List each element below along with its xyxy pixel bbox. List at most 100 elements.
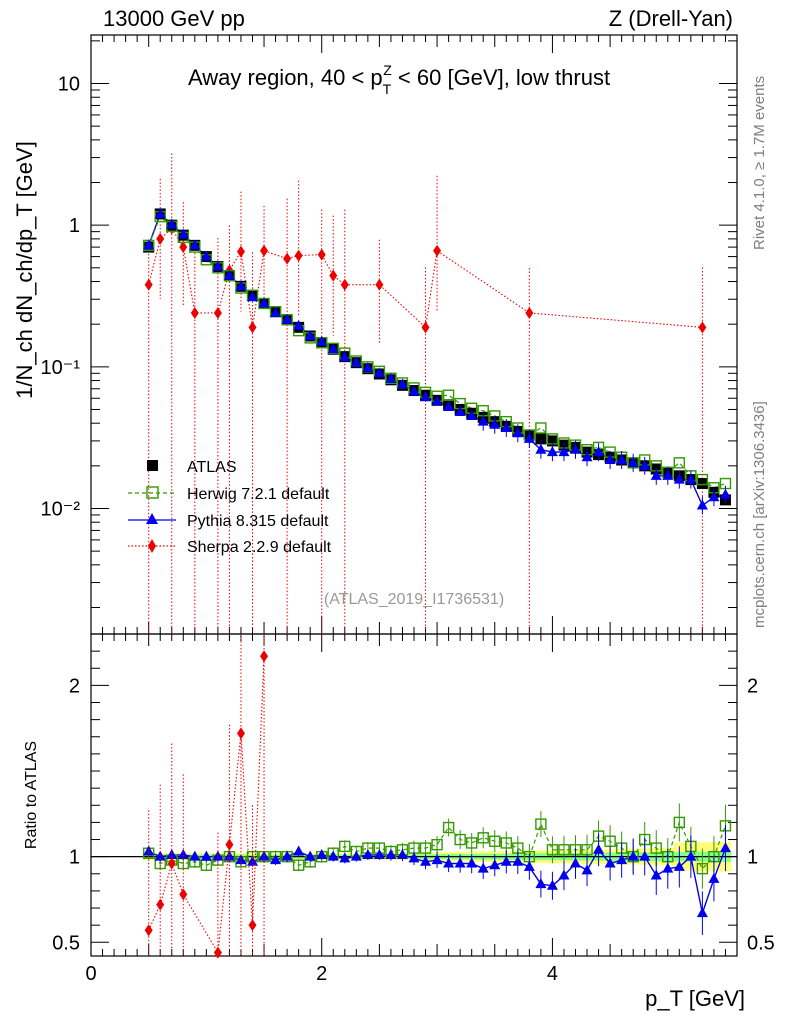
- pythia-point: [408, 385, 420, 396]
- y-tick-label-main: 1: [69, 215, 80, 237]
- sherpa-ratio-point: [248, 919, 257, 932]
- atlas-point: [696, 478, 708, 490]
- pythia-point: [327, 343, 339, 354]
- pythia-ratio-point: [362, 848, 374, 859]
- pythia-ratio-point: [500, 855, 512, 866]
- herwig-ratio-point: [431, 838, 443, 851]
- sherpa-point: [179, 241, 188, 254]
- region-title-sup: Z: [383, 62, 392, 78]
- herwig-ratio-point: [535, 818, 547, 830]
- pythia-point: [639, 459, 651, 470]
- pythia-point: [627, 456, 639, 467]
- pythia-point: [304, 330, 316, 341]
- sherpa-ratio-point: [213, 946, 222, 959]
- y-tick-label-ratio: 2: [69, 675, 80, 697]
- sherpa-point: [317, 248, 326, 261]
- pythia-point: [489, 418, 501, 429]
- legend-pythia-label: Pythia 8.315 default: [187, 513, 329, 530]
- pythia-ratio-point: [627, 850, 639, 861]
- pythia-point: [339, 351, 351, 362]
- y-tick-label-ratio: 1: [69, 847, 80, 869]
- pythia-ratio-point: [281, 850, 293, 861]
- pythia-point: [235, 280, 247, 291]
- herwig-ratio-point: [604, 835, 616, 847]
- pythia-ratio-point: [316, 848, 328, 859]
- pythia-point: [500, 421, 512, 432]
- herwig-point: [442, 389, 455, 401]
- y-tick-label-ratio-right: 0.5: [747, 932, 775, 954]
- herwig-ratio-point: [546, 844, 559, 856]
- pythia-point: [535, 443, 547, 454]
- region-title-b: < 60 [GeV], low thrust: [392, 65, 610, 90]
- sherpa-point: [340, 278, 349, 291]
- y-tick-label-ratio: 0.5: [52, 932, 80, 954]
- sherpa-ratio-line: [148, 656, 265, 955]
- pythia-ratio-point: [604, 857, 616, 868]
- pythia-point: [177, 228, 189, 239]
- pythia-ratio-point: [270, 854, 282, 865]
- pythia-point: [512, 427, 524, 438]
- pythia-ratio-point: [327, 850, 339, 861]
- pythia-ratio-point: [512, 855, 524, 866]
- pythia-point: [673, 473, 685, 484]
- sherpa-point: [260, 244, 269, 257]
- pythia-ratio-point: [396, 848, 408, 859]
- sherpa-point: [433, 244, 442, 257]
- sherpa-point: [213, 306, 222, 319]
- sherpa-point: [283, 252, 292, 265]
- sherpa-line: [148, 227, 703, 329]
- header-right: Z (Drell-Yan): [609, 6, 733, 31]
- pythia-point: [570, 443, 581, 454]
- pythia-ratio-point: [616, 854, 628, 865]
- herwig-ratio-point: [558, 844, 570, 856]
- pythia-ratio-point: [212, 850, 224, 861]
- pythia-ratio-point: [431, 854, 443, 865]
- pythia-point: [581, 451, 593, 462]
- sherpa-ratio-point: [236, 727, 245, 740]
- sherpa-ratio-point: [260, 650, 269, 663]
- pythia-ratio-point: [339, 852, 351, 863]
- herwig-ratio-point: [650, 842, 662, 854]
- pythia-ratio-point: [385, 848, 397, 859]
- pythia-point: [662, 469, 674, 480]
- pythia-ratio-point: [708, 872, 720, 883]
- pythia-point: [604, 453, 616, 464]
- atlas-point: [546, 435, 558, 447]
- pythia-ratio-point: [558, 869, 570, 880]
- pythia-point: [420, 391, 432, 402]
- pythia-ratio-point: [662, 862, 674, 873]
- sherpa-point: [156, 232, 165, 245]
- pythia-point: [154, 207, 166, 218]
- herwig-ratio-point: [696, 862, 709, 875]
- pythia-point: [258, 297, 270, 308]
- pythia-ratio-point: [420, 855, 432, 866]
- pythia-point: [593, 446, 605, 457]
- sherpa-ratio-point: [167, 857, 176, 870]
- legend-herwig-label: Herwig 7.2.1 default: [187, 486, 330, 503]
- x-tick-label: 4: [547, 963, 558, 985]
- pythia-point: [454, 405, 466, 416]
- herwig-ratio-point: [292, 859, 305, 871]
- pythia-point: [166, 218, 178, 229]
- pythia-point: [396, 378, 408, 389]
- herwig-point: [673, 457, 686, 469]
- rivet-label: Rivet 4.1.0, ≥ 1.7M events: [751, 76, 768, 250]
- herwig-ratio-point: [673, 816, 686, 829]
- pythia-point: [466, 409, 478, 420]
- pythia-point: [293, 319, 305, 330]
- pythia-point: [362, 362, 374, 373]
- pythia-ratio-point: [535, 878, 547, 889]
- herwig-ratio-point: [500, 837, 512, 849]
- y-axis-label-main: 1/N_ch dN_ch/dp_T [GeV]: [12, 141, 37, 399]
- pythia-point: [270, 306, 282, 317]
- pythia-ratio-point: [166, 848, 178, 859]
- herwig-ratio-point: [477, 832, 489, 844]
- mcplots-label: mcplots.cern.ch [arXiv:1306.3436]: [751, 401, 768, 628]
- pythia-ratio-point: [247, 855, 258, 866]
- x-tick-label: 0: [85, 963, 96, 985]
- region-title: Away region, 40 < pTZ < 60 [GeV], low th…: [188, 62, 610, 97]
- pythia-ratio-point: [373, 848, 385, 859]
- sherpa-ratio-point: [225, 838, 234, 851]
- pythia-point: [523, 432, 535, 443]
- pythia-point: [143, 239, 155, 250]
